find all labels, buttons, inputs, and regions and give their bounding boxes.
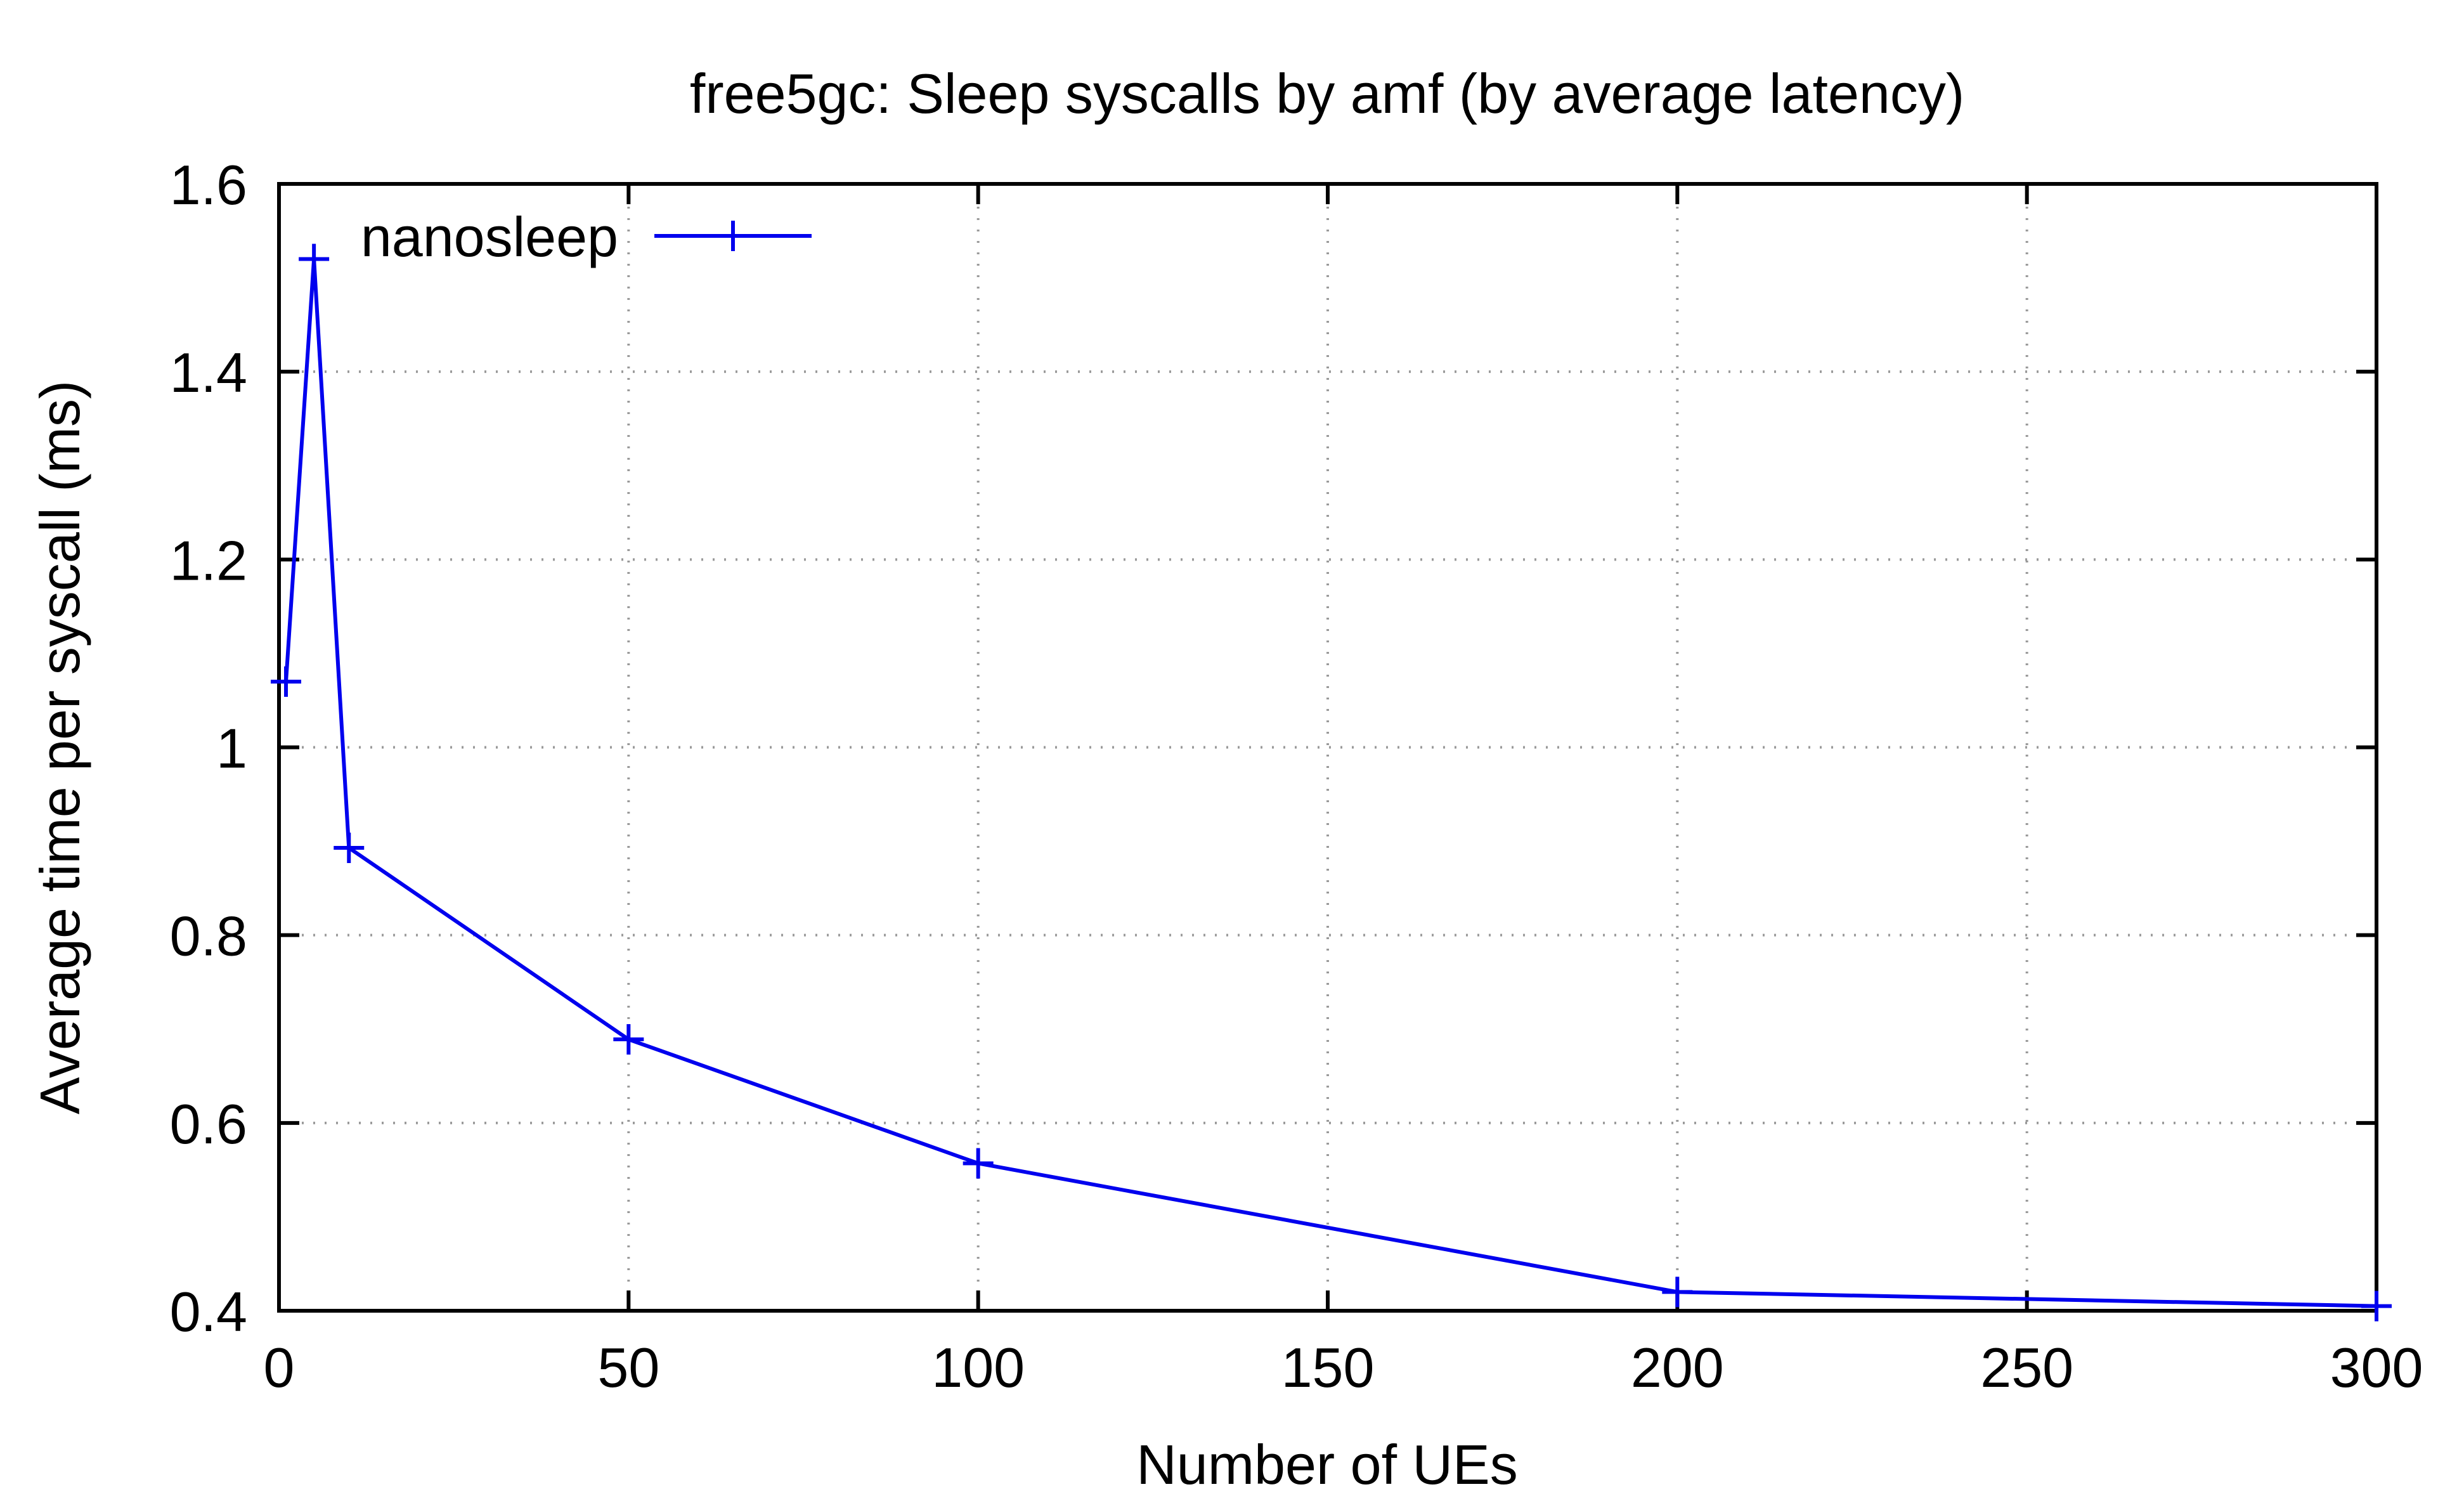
data-point-nanosleep: [1662, 1277, 1693, 1308]
x-tick-label: 150: [1281, 1336, 1375, 1399]
data-point-nanosleep: [271, 666, 302, 697]
y-tick-label: 0.6: [170, 1093, 247, 1155]
chart-title: free5gc: Sleep syscalls by amf (by avera…: [690, 62, 1964, 125]
x-tick-label: 0: [264, 1336, 295, 1399]
data-point-nanosleep: [613, 1024, 644, 1055]
x-axis-label: Number of UEs: [1136, 1433, 1518, 1496]
x-tick-label: 250: [1980, 1336, 2073, 1399]
x-tick-labels: 0 50 100 150 200 250 300: [264, 1336, 2423, 1399]
series-layer: [271, 244, 2392, 1322]
y-tick-label: 1.4: [170, 341, 247, 404]
data-point-nanosleep: [334, 832, 365, 863]
y-tick-label: 0.4: [170, 1280, 247, 1343]
plot-frame: [277, 182, 2378, 1313]
y-tick-label: 0.8: [170, 905, 247, 968]
legend-label-nanosleep: nanosleep: [361, 205, 618, 268]
data-point-nanosleep: [2361, 1290, 2392, 1322]
y-tick-label: 1.6: [170, 153, 247, 216]
data-point-nanosleep: [299, 244, 330, 275]
y-tick-label: 1.2: [170, 529, 247, 592]
y-tick-labels: 0.4 0.6 0.8 1 1.2 1.4 1.6: [170, 153, 247, 1343]
data-point-nanosleep: [963, 1148, 994, 1179]
legend: nanosleep: [361, 205, 812, 268]
y-tick-label: 1: [216, 717, 247, 780]
x-tick-label: 200: [1631, 1336, 1724, 1399]
x-tick-label: 300: [2330, 1336, 2423, 1399]
x-tick-label: 100: [931, 1336, 1025, 1399]
x-tick-label: 50: [597, 1336, 659, 1399]
y-axis-label: Average time per syscall (ms): [29, 380, 91, 1114]
grid-lines: [279, 184, 2376, 1311]
